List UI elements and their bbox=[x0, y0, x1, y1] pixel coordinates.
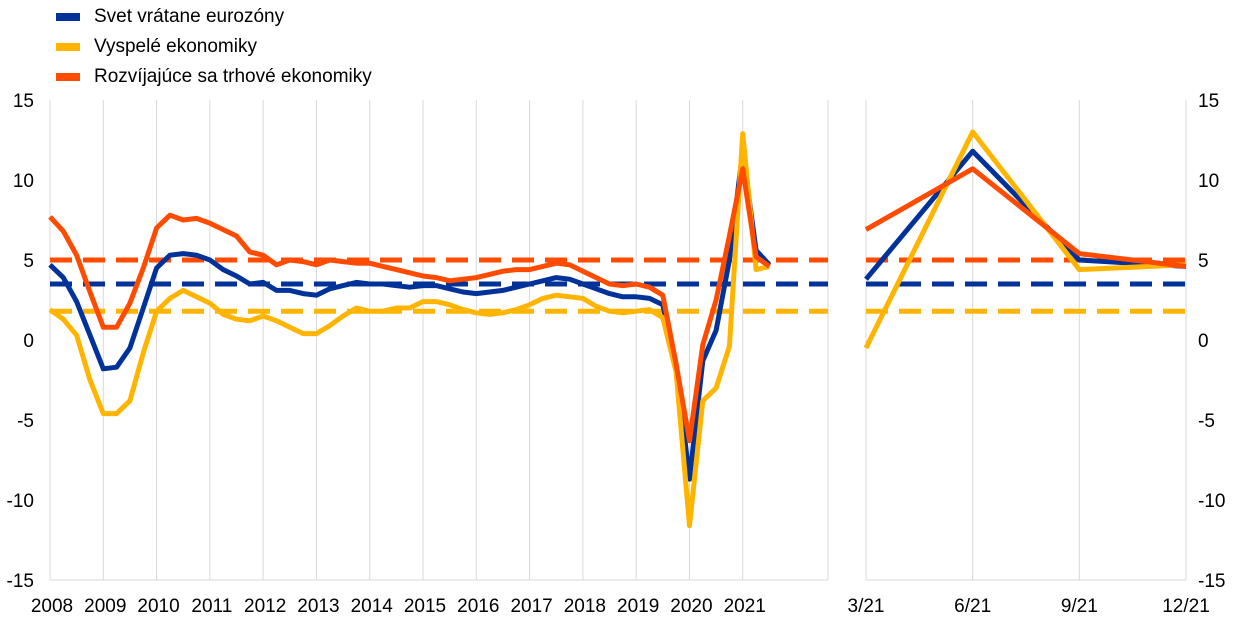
legend-label-advanced: Vyspelé ekonomiky bbox=[94, 36, 257, 57]
x-tick-2012: 2012 bbox=[244, 596, 286, 617]
right-x-tick-6-21: 6/21 bbox=[954, 596, 991, 617]
x-tick-2010: 2010 bbox=[137, 596, 179, 617]
legend-swatch-advanced bbox=[56, 43, 80, 51]
series-line-svet-vratane-eurozony bbox=[48, 148, 772, 482]
legend-item-advanced: Vyspelé ekonomiky bbox=[56, 32, 372, 62]
x-tick-2015: 2015 bbox=[404, 596, 446, 617]
legend-swatch-emerging bbox=[56, 73, 80, 81]
legend-label-world: Svet vrátane eurozóny bbox=[94, 6, 285, 27]
right-y-tick-5: 5 bbox=[1198, 251, 1209, 272]
x-tick-2017: 2017 bbox=[510, 596, 552, 617]
right-y-tick--5: -5 bbox=[1198, 411, 1215, 432]
legend-swatch-world bbox=[56, 13, 80, 21]
x-tick-2021: 2021 bbox=[724, 596, 766, 617]
x-tick-2013: 2013 bbox=[297, 596, 339, 617]
right-x-tick-9-21: 9/21 bbox=[1061, 596, 1098, 617]
right-x-tick-3-21: 3/21 bbox=[848, 596, 885, 617]
x-tick-2009: 2009 bbox=[84, 596, 126, 617]
legend: Svet vrátane eurozóny Vyspelé ekonomiky … bbox=[56, 2, 372, 92]
x-tick-2014: 2014 bbox=[351, 596, 394, 617]
left-y-tick-10: 10 bbox=[13, 171, 34, 192]
right-y-tick--15: -15 bbox=[1198, 571, 1225, 592]
left-y-tick-15: 15 bbox=[13, 91, 34, 112]
left-y-tick--15: -15 bbox=[7, 571, 34, 592]
x-tick-2019: 2019 bbox=[617, 596, 659, 617]
x-tick-2020: 2020 bbox=[670, 596, 712, 617]
right-series-line-rozvijajuce-sa-trhove-ekonomiky bbox=[864, 166, 1187, 269]
right-y-tick-10: 10 bbox=[1198, 171, 1219, 192]
right-series-line-vyspele-ekonomiky bbox=[863, 129, 1187, 350]
x-tick-2008: 2008 bbox=[31, 596, 73, 617]
legend-item-emerging: Rozvíjajúce sa trhové ekonomiky bbox=[56, 62, 372, 92]
x-tick-2018: 2018 bbox=[564, 596, 606, 617]
x-tick-2016: 2016 bbox=[457, 596, 499, 617]
left-y-tick--5: -5 bbox=[17, 411, 34, 432]
series-line-vyspele-ekonomiky bbox=[48, 131, 770, 529]
series-line-rozvijajuce-sa-trhove-ekonomiky bbox=[48, 166, 771, 444]
right-y-tick-15: 15 bbox=[1198, 91, 1219, 112]
x-tick-2011: 2011 bbox=[191, 596, 232, 617]
legend-label-emerging: Rozvíjajúce sa trhové ekonomiky bbox=[94, 66, 372, 87]
left-y-tick--10: -10 bbox=[7, 491, 34, 512]
right-y-tick--10: -10 bbox=[1198, 491, 1225, 512]
legend-item-world: Svet vrátane eurozóny bbox=[56, 2, 372, 32]
left-y-tick-0: 0 bbox=[23, 331, 34, 352]
right-x-tick-12-21: 12/21 bbox=[1162, 596, 1210, 617]
right-y-tick-0: 0 bbox=[1198, 331, 1209, 352]
left-y-tick-5: 5 bbox=[23, 251, 34, 272]
right-series-line-svet-vratane-eurozony bbox=[864, 148, 1187, 281]
